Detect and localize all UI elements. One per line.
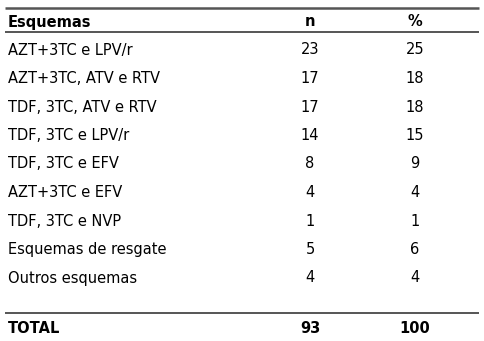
Text: 17: 17 [301,100,319,115]
Text: 9: 9 [410,157,420,172]
Text: 1: 1 [410,213,420,228]
Text: TOTAL: TOTAL [8,321,60,336]
Text: TDF, 3TC, ATV e RTV: TDF, 3TC, ATV e RTV [8,100,157,115]
Text: 18: 18 [406,100,424,115]
Text: 14: 14 [301,128,319,143]
Text: 6: 6 [410,242,420,257]
Text: 93: 93 [300,321,320,336]
Text: 18: 18 [406,71,424,86]
Text: 23: 23 [301,43,319,58]
Text: TDF, 3TC e EFV: TDF, 3TC e EFV [8,157,119,172]
Text: 25: 25 [406,43,424,58]
Text: 17: 17 [301,71,319,86]
Text: TDF, 3TC e NVP: TDF, 3TC e NVP [8,213,121,228]
Text: 1: 1 [305,213,315,228]
Text: n: n [305,15,315,30]
Text: 4: 4 [305,185,315,200]
Text: Esquemas: Esquemas [8,15,91,30]
Text: AZT+3TC e LPV/r: AZT+3TC e LPV/r [8,43,133,58]
Text: 8: 8 [305,157,315,172]
Text: AZT+3TC, ATV e RTV: AZT+3TC, ATV e RTV [8,71,160,86]
Text: 5: 5 [305,242,315,257]
Text: 4: 4 [410,270,420,285]
Text: Esquemas de resgate: Esquemas de resgate [8,242,166,257]
Text: AZT+3TC e EFV: AZT+3TC e EFV [8,185,122,200]
Text: 100: 100 [400,321,430,336]
Text: Outros esquemas: Outros esquemas [8,270,137,285]
Text: 4: 4 [410,185,420,200]
Text: 4: 4 [305,270,315,285]
Text: %: % [408,15,423,30]
Text: 15: 15 [406,128,424,143]
Text: TDF, 3TC e LPV/r: TDF, 3TC e LPV/r [8,128,129,143]
